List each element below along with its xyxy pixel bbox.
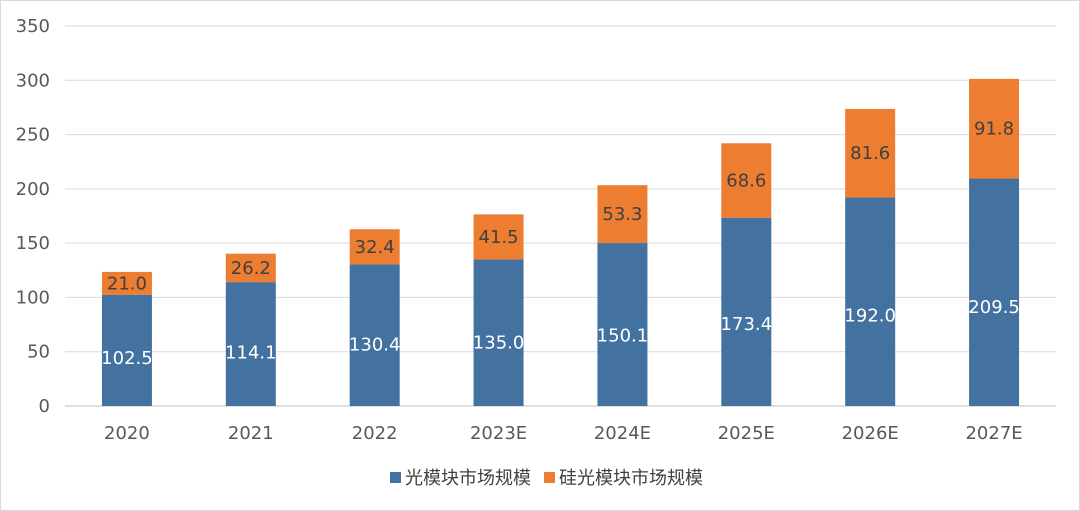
y-tick-label: 150 — [16, 233, 50, 254]
x-tick-label: 2020 — [104, 423, 150, 444]
legend-swatch-series-1 — [390, 472, 401, 483]
x-tick-label: 2021 — [228, 423, 274, 444]
bars — [101, 78, 1020, 406]
data-label-series-1: 150.1 — [597, 325, 649, 346]
bar-segment-series-2 — [597, 185, 648, 244]
data-label-series-2: 53.3 — [602, 204, 642, 225]
legend-label-series-1: 光模块市场规模 — [405, 468, 531, 489]
bar-segment-series-2 — [721, 143, 772, 218]
data-label-series-1: 102.5 — [101, 348, 153, 369]
data-label-series-1: 135.0 — [473, 333, 525, 354]
y-tick-label: 300 — [16, 70, 50, 91]
bar-segment-series-2 — [349, 229, 400, 265]
bar-segment-series-1 — [349, 264, 400, 406]
bar-segment-series-2 — [101, 271, 152, 295]
y-tick-label: 50 — [27, 342, 50, 363]
gridlines — [65, 25, 1056, 407]
legend-swatch-series-2 — [544, 472, 555, 483]
bar-segment-series-2 — [845, 108, 896, 198]
y-axis-ticks: 0 50 100 150 200 250 300 350 — [16, 16, 50, 417]
data-label-series-2: 81.6 — [850, 143, 890, 164]
bar-segment-series-1 — [721, 217, 772, 406]
bar-segment-series-1 — [845, 197, 896, 406]
bar-segment-series-1 — [473, 259, 524, 406]
bar-segment-series-2 — [225, 253, 276, 283]
data-label-series-2: 32.4 — [355, 237, 395, 258]
x-tick-label: 2024E — [594, 423, 651, 444]
data-label-series-2: 68.6 — [726, 170, 766, 191]
bar-segment-series-2 — [969, 78, 1020, 179]
x-axis-ticks: 2020 2021 2022 2023E 2024E 2025E 2026E 2027E — [104, 423, 1023, 444]
x-tick-label: 2027E — [965, 423, 1022, 444]
y-tick-label: 100 — [16, 287, 50, 308]
data-label-series-1: 114.1 — [225, 342, 277, 363]
data-label-series-1: 130.4 — [349, 335, 401, 356]
bar-segment-series-1 — [101, 294, 152, 406]
data-label-series-1: 173.4 — [721, 314, 773, 335]
value-labels: 102.5 21.0 114.1 26.2 130.4 32.4 135.0 41.5 150.… — [101, 119, 1020, 369]
x-tick-label: 2022 — [352, 423, 398, 444]
legend: 光模块市场规模 硅光模块市场规模 — [390, 468, 703, 489]
data-label-series-1: 209.5 — [968, 297, 1020, 318]
y-tick-label: 200 — [16, 179, 50, 200]
data-label-series-2: 21.0 — [107, 273, 147, 294]
y-tick-label: 250 — [16, 125, 50, 146]
x-tick-label: 2025E — [718, 423, 775, 444]
bar-segment-series-1 — [225, 282, 276, 406]
x-tick-label: 2023E — [470, 423, 527, 444]
bar-segment-series-2 — [473, 214, 524, 260]
data-label-series-2: 91.8 — [974, 119, 1014, 140]
data-label-series-1: 192.0 — [844, 305, 896, 326]
y-tick-label: 0 — [39, 396, 50, 417]
x-tick-label: 2026E — [842, 423, 899, 444]
data-label-series-2: 41.5 — [479, 227, 519, 248]
data-label-series-2: 26.2 — [231, 258, 271, 279]
legend-label-series-2: 硅光模块市场规模 — [559, 468, 703, 489]
bar-segment-series-1 — [969, 178, 1020, 406]
y-tick-label: 350 — [16, 16, 50, 37]
bar-segment-series-1 — [597, 243, 648, 406]
